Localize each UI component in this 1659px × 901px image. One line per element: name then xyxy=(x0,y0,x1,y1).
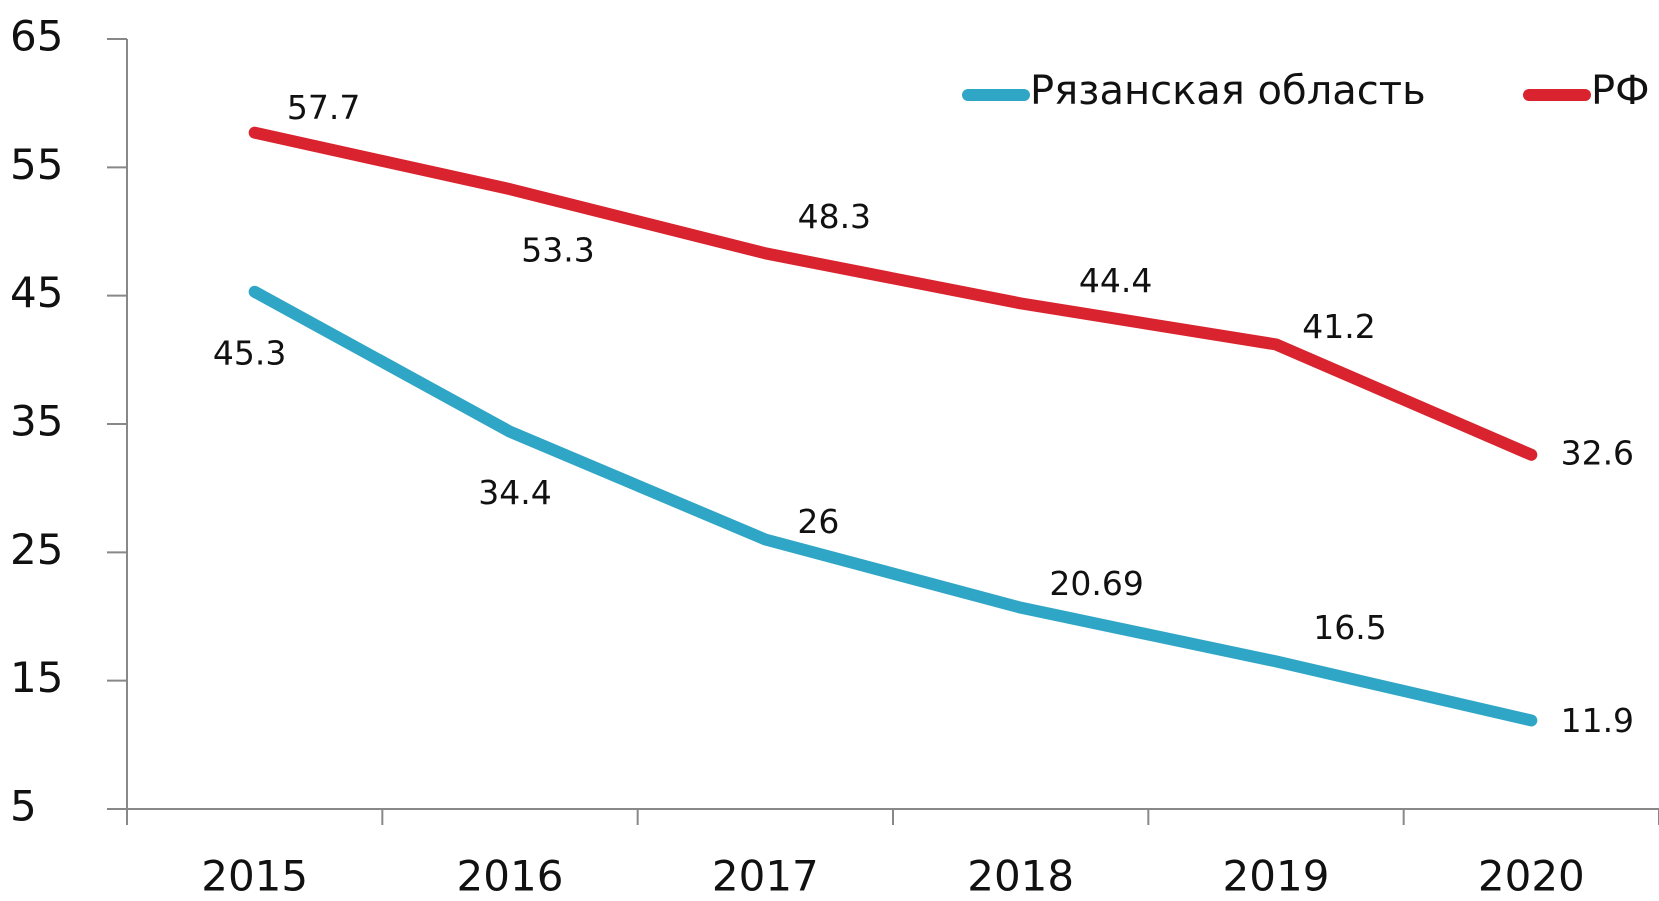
y-tick-label: 15 xyxy=(10,653,63,702)
data-label: 34.4 xyxy=(478,473,551,512)
y-tick-label: 45 xyxy=(10,268,63,317)
data-label: 48.3 xyxy=(798,197,871,236)
data-label: 11.9 xyxy=(1561,701,1634,740)
data-label: 26 xyxy=(797,502,839,541)
data-label: 32.6 xyxy=(1561,433,1634,472)
y-tick-label: 65 xyxy=(10,12,63,61)
legend-label: Рязанская область xyxy=(1030,68,1426,114)
x-tick-label: 2016 xyxy=(457,852,564,901)
x-tick-label: 2018 xyxy=(967,852,1074,901)
x-tick-label: 2017 xyxy=(712,852,819,901)
data-label: 53.3 xyxy=(521,231,594,270)
data-label: 57.7 xyxy=(287,88,360,127)
series-line xyxy=(248,126,1538,461)
legend-label: РФ xyxy=(1591,68,1650,114)
y-tick-label: 5 xyxy=(10,782,37,831)
data-label: 20.69 xyxy=(1049,564,1143,603)
data-label: 45.3 xyxy=(213,333,286,372)
x-tick-label: 2020 xyxy=(1478,852,1585,901)
series-line xyxy=(248,285,1538,727)
data-label: 41.2 xyxy=(1302,307,1375,346)
data-label: 16.5 xyxy=(1313,608,1386,647)
y-tick-label: 35 xyxy=(10,397,63,446)
x-tick-label: 2015 xyxy=(201,852,308,901)
y-tick-label: 55 xyxy=(10,140,63,189)
data-label: 44.4 xyxy=(1079,261,1152,300)
x-tick-label: 2019 xyxy=(1223,852,1330,901)
y-tick-label: 25 xyxy=(10,525,63,574)
